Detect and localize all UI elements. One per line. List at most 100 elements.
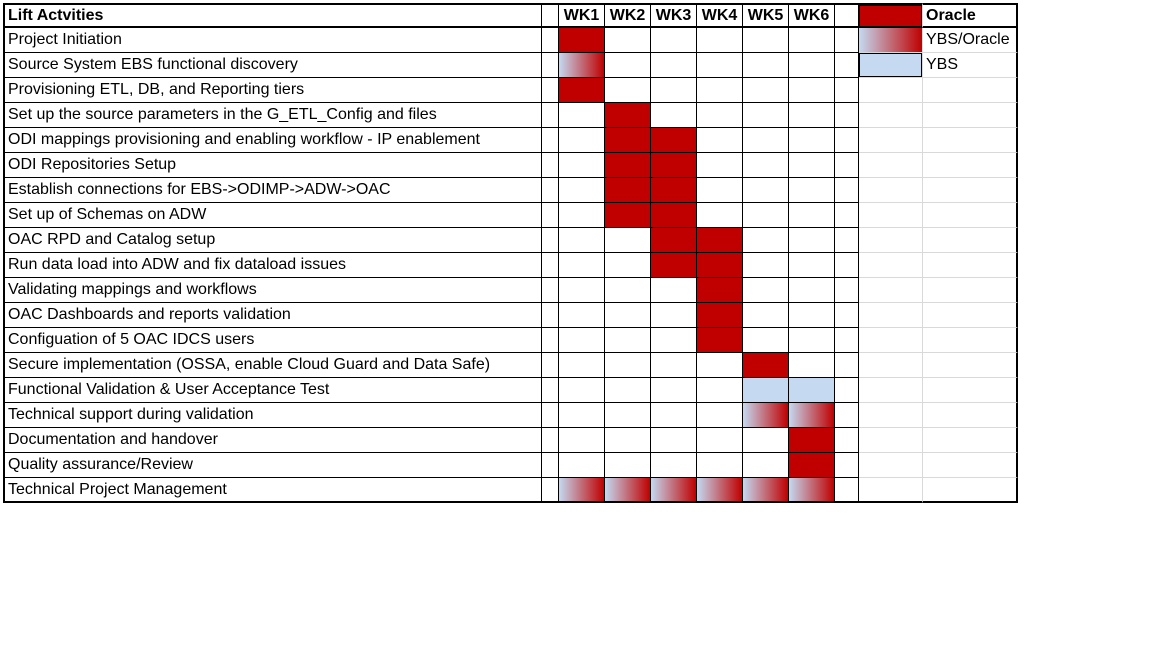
gap-cell xyxy=(541,453,559,478)
week-cell xyxy=(697,353,743,378)
week-cell xyxy=(743,203,789,228)
separator-cell xyxy=(835,128,859,153)
table-row: Set up of Schemas on ADW xyxy=(3,203,1018,228)
week-cell xyxy=(743,253,789,278)
week-bar-oracle xyxy=(651,203,697,228)
gap-cell xyxy=(541,378,559,403)
week-cell xyxy=(789,353,835,378)
week-cell xyxy=(605,328,651,353)
week-cell xyxy=(743,303,789,328)
week-cell xyxy=(743,28,789,53)
week-bar-oracle xyxy=(789,453,835,478)
week-cell xyxy=(605,53,651,78)
week-cell xyxy=(559,178,605,203)
separator-cell xyxy=(835,103,859,128)
separator-cell xyxy=(835,403,859,428)
legend-empty-cell xyxy=(859,78,923,103)
week-bar-mixed xyxy=(789,403,835,428)
separator-cell xyxy=(835,78,859,103)
week-cell xyxy=(605,28,651,53)
week-cell xyxy=(605,428,651,453)
activity-header: Lift Actvities xyxy=(3,3,541,28)
week-cell xyxy=(697,28,743,53)
week-bar-oracle xyxy=(605,153,651,178)
week-cell xyxy=(789,28,835,53)
separator-cell xyxy=(835,228,859,253)
week-cell xyxy=(651,28,697,53)
week-cell xyxy=(559,253,605,278)
week-bar-oracle xyxy=(697,303,743,328)
gap-cell xyxy=(541,403,559,428)
week-cell xyxy=(697,453,743,478)
week-cell xyxy=(743,128,789,153)
week-cell xyxy=(789,53,835,78)
week-bar-oracle xyxy=(651,228,697,253)
week-cell xyxy=(697,153,743,178)
gap-cell xyxy=(541,178,559,203)
legend-empty-cell xyxy=(923,453,1018,478)
week-bar-oracle xyxy=(651,178,697,203)
legend-empty-cell xyxy=(923,378,1018,403)
week-cell xyxy=(789,253,835,278)
week-cell xyxy=(651,378,697,403)
week-header-4: WK4 xyxy=(697,3,743,28)
legend-empty-cell xyxy=(859,203,923,228)
week-bar-mixed xyxy=(605,478,651,503)
legend-empty-cell xyxy=(859,153,923,178)
week-cell xyxy=(559,328,605,353)
table-row: Establish connections for EBS->ODIMP->AD… xyxy=(3,178,1018,203)
header-row: Lift Actvities WK1 WK2 WK3 WK4 WK5 WK6 Oracle xyxy=(3,3,1018,28)
separator-cell xyxy=(835,178,859,203)
legend-empty-cell xyxy=(859,178,923,203)
week-bar-mixed xyxy=(743,403,789,428)
week-bar-mixed xyxy=(789,478,835,503)
week-header-6: WK6 xyxy=(789,3,835,28)
week-cell xyxy=(605,253,651,278)
week-cell xyxy=(559,153,605,178)
legend-empty-cell xyxy=(859,228,923,253)
week-header-2: WK2 xyxy=(605,3,651,28)
table-row: Provisioning ETL, DB, and Reporting tier… xyxy=(3,78,1018,103)
week-header-3: WK3 xyxy=(651,3,697,28)
week-cell xyxy=(743,428,789,453)
legend-empty-cell xyxy=(923,228,1018,253)
legend-empty-cell xyxy=(923,278,1018,303)
activity-name: ODI Repositories Setup xyxy=(3,153,541,178)
activity-name: OAC RPD and Catalog setup xyxy=(3,228,541,253)
separator-cell xyxy=(835,353,859,378)
week-cell xyxy=(651,53,697,78)
legend-empty-cell xyxy=(923,203,1018,228)
week-cell xyxy=(789,178,835,203)
activity-name: ODI mappings provisioning and enabling w… xyxy=(3,128,541,153)
week-cell xyxy=(605,78,651,103)
legend-empty-cell xyxy=(859,103,923,128)
week-cell xyxy=(743,103,789,128)
week-bar-oracle xyxy=(697,278,743,303)
week-bar-oracle xyxy=(697,328,743,353)
gap-cell xyxy=(541,103,559,128)
week-cell xyxy=(789,328,835,353)
activity-name: Secure implementation (OSSA, enable Clou… xyxy=(3,353,541,378)
week-cell xyxy=(651,103,697,128)
legend-empty-cell xyxy=(859,478,923,503)
table-row: ODI mappings provisioning and enabling w… xyxy=(3,128,1018,153)
legend-empty-cell xyxy=(859,303,923,328)
table-row: Project Initiation YBS/Oracle xyxy=(3,28,1018,53)
gap-cell xyxy=(541,428,559,453)
week-cell xyxy=(743,453,789,478)
separator-cell xyxy=(835,28,859,53)
week-bar-mixed xyxy=(697,478,743,503)
week-header-1: WK1 xyxy=(559,3,605,28)
activity-name: Quality assurance/Review xyxy=(3,453,541,478)
activity-name: Configuation of 5 OAC IDCS users xyxy=(3,328,541,353)
table-row: Functional Validation & User Acceptance … xyxy=(3,378,1018,403)
week-bar-mixed xyxy=(651,478,697,503)
separator-cell xyxy=(835,3,859,28)
week-cell xyxy=(559,203,605,228)
table-row: OAC RPD and Catalog setup xyxy=(3,228,1018,253)
week-bar-oracle xyxy=(697,253,743,278)
week-bar-oracle xyxy=(605,178,651,203)
week-cell xyxy=(605,228,651,253)
legend-empty-cell xyxy=(923,303,1018,328)
week-cell xyxy=(559,228,605,253)
